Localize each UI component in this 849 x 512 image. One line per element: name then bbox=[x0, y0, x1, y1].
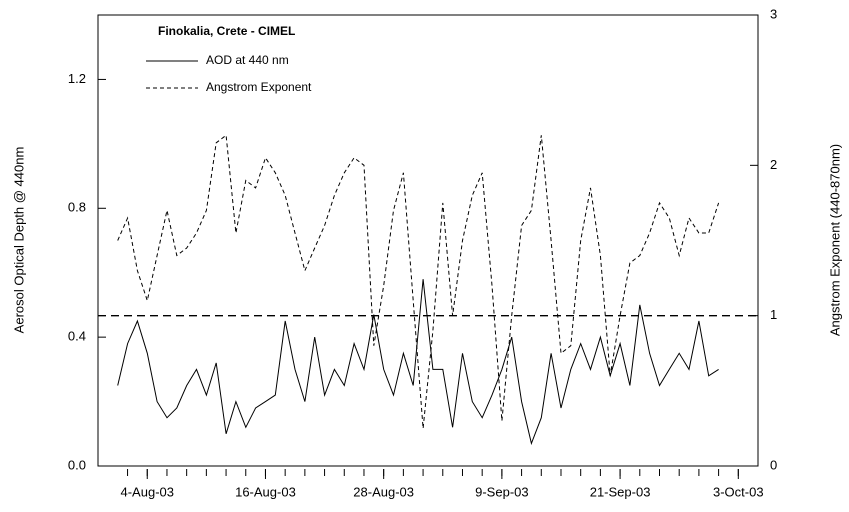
y-tick-label: 0.0 bbox=[68, 457, 86, 472]
legend-title: Finokalia, Crete - CIMEL bbox=[158, 24, 295, 38]
series-line bbox=[117, 279, 719, 446]
y2-tick-label: 0 bbox=[770, 457, 777, 472]
series-line bbox=[117, 134, 720, 429]
y2-axis-title: Angstrom Exponent (440-870nm) bbox=[827, 144, 842, 336]
y-axis-title: Aerosol Optical Depth @ 440nm bbox=[11, 147, 26, 334]
x-tick-label: 9-Sep-03 bbox=[475, 484, 528, 499]
y-tick-label: 1.2 bbox=[68, 71, 86, 86]
legend-label: AOD at 440 nm bbox=[206, 53, 289, 67]
plot-frame bbox=[97, 14, 759, 467]
x-tick-label: 16-Aug-03 bbox=[235, 484, 296, 499]
y2-tick-label: 3 bbox=[770, 6, 777, 21]
legend-label: Angstrom Exponent bbox=[206, 80, 312, 94]
x-tick-label: 28-Aug-03 bbox=[353, 484, 414, 499]
x-tick-label: 3-Oct-03 bbox=[713, 484, 764, 499]
x-tick-label: 21-Sep-03 bbox=[590, 484, 651, 499]
y-tick-label: 0.8 bbox=[68, 200, 86, 215]
x-tick-label: 4-Aug-03 bbox=[121, 484, 174, 499]
y2-tick-label: 2 bbox=[770, 157, 777, 172]
y2-tick-label: 1 bbox=[770, 307, 777, 322]
y-tick-label: 0.4 bbox=[68, 329, 86, 344]
